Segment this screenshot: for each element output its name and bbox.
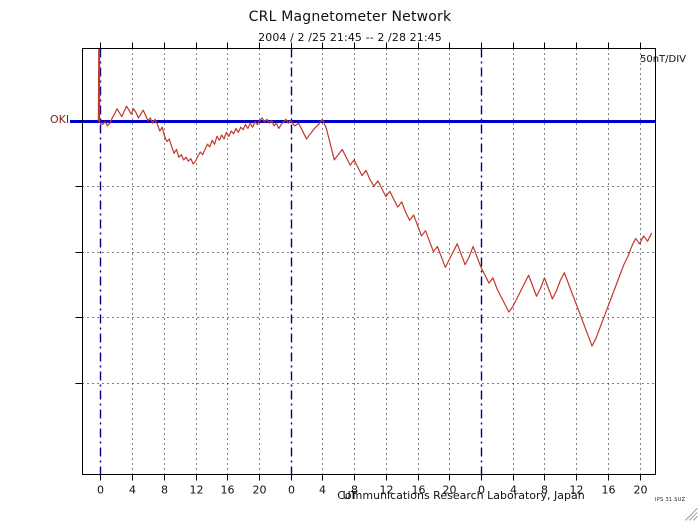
credit-text: Communications Research Laboratory, Japa… xyxy=(337,489,585,502)
station-label-oki: OKI xyxy=(50,113,70,126)
x-axis-tick-label: 4 xyxy=(510,484,517,497)
data-trace-layer xyxy=(97,47,653,347)
plot-border xyxy=(82,48,656,475)
x-axis-tick-label: 8 xyxy=(161,484,168,497)
x-axis-tick-label: 12 xyxy=(570,484,584,497)
day-marker-layer xyxy=(99,48,483,475)
plot-frame xyxy=(75,48,656,475)
micro-annotation: IPS 31 SUZ xyxy=(655,497,686,503)
x-axis-tick-label: 0 xyxy=(97,484,104,497)
x-axis-tick-label: 4 xyxy=(319,484,326,497)
x-axis-tick-label: 12 xyxy=(190,484,204,497)
x-axis-tick-label: 8 xyxy=(541,484,548,497)
x-axis-tick-label: 4 xyxy=(129,484,136,497)
data-trace-line xyxy=(97,47,653,347)
grid-layer xyxy=(82,48,656,475)
x-axis-tick-label: 16 xyxy=(412,484,426,497)
resize-grip[interactable] xyxy=(683,505,699,521)
x-axis-tick-label: 20 xyxy=(443,484,457,497)
x-axis-tick-label: 8 xyxy=(351,484,358,497)
x-axis-label: UT xyxy=(342,489,358,502)
page-title: CRL Magnetometer Network xyxy=(248,9,452,25)
x-axis-tick-label: 0 xyxy=(478,484,485,497)
x-axis-tick-label: 12 xyxy=(380,484,394,497)
x-axis-tick-label: 16 xyxy=(602,484,616,497)
x-axis-tick-label: 0 xyxy=(288,484,295,497)
x-axis-tick-label: 20 xyxy=(634,484,648,497)
time-range-subtitle: 2004 / 2 /25 21:45 -- 2 /28 21:45 xyxy=(258,31,442,44)
x-axis-tick-label: 16 xyxy=(221,484,235,497)
scale-annotation: 50nT/DIV xyxy=(639,54,686,65)
x-axis-tick-label: 20 xyxy=(253,484,267,497)
x-axis-ticks: 0 4 8 12 16 20 0 4 8 12 16 20 0 4 8 12 16 20 xyxy=(97,42,648,497)
